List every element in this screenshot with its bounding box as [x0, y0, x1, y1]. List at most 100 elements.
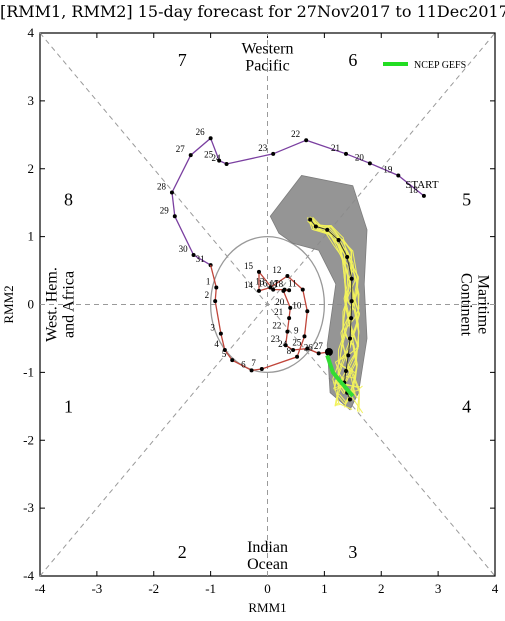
observed-path-red-point — [281, 288, 286, 293]
x-tick-label: 4 — [492, 581, 499, 596]
observed-path-purple-point — [396, 173, 401, 178]
y-tick-label: -4 — [23, 568, 34, 583]
observed-path-purple-point — [367, 161, 372, 166]
region-label-indian-ocean-line: Indian — [247, 539, 288, 556]
observed-path-red-day-label: 22 — [272, 321, 281, 331]
forecast-mean-point — [313, 224, 318, 229]
region-label-west-hem-africa-line: and Africa — [60, 271, 77, 338]
observed-path-red-point — [283, 343, 288, 348]
observed-path-red-point — [285, 273, 290, 278]
region-label-maritime-continent-line: Continent — [458, 273, 475, 337]
observed-path-purple-day-label: 24 — [212, 153, 222, 163]
observed-path-red-day-label: 23 — [271, 334, 281, 344]
observed-path-red-point — [256, 269, 261, 274]
phase-label-3: 3 — [348, 542, 357, 562]
observed-path-red-point — [287, 316, 292, 321]
observed-path-red-day-label: 5 — [222, 349, 227, 359]
observed-final-point — [324, 348, 333, 357]
start-label: START — [405, 179, 439, 191]
observed-path-red-point — [218, 331, 223, 336]
x-tick-label: 1 — [321, 581, 328, 596]
observed-path-red-point — [249, 368, 254, 373]
forecast-mean-point — [349, 276, 354, 281]
observed-path-red-day-label: 6 — [241, 359, 246, 369]
forecast-mean-point — [343, 369, 348, 374]
y-tick-label: 3 — [28, 93, 35, 108]
observed-path-red-point — [230, 358, 235, 363]
unit-circle — [209, 235, 326, 374]
observed-path-red-day-label: 7 — [251, 358, 256, 368]
observed-path-connector — [209, 264, 217, 288]
observed-path-red-point — [213, 299, 218, 304]
observed-path-red-point — [256, 288, 261, 293]
observed-path-purple-day-label: 22 — [291, 129, 300, 139]
observed-path-red-point — [271, 287, 276, 292]
phase-label-1: 1 — [64, 396, 73, 416]
observed-path-red-day-label: 8 — [287, 346, 292, 356]
x-tick-label: -4 — [35, 581, 46, 596]
x-tick-label: -3 — [91, 581, 102, 596]
forecast-mean-point — [349, 316, 354, 321]
ensemble-member-line — [306, 217, 358, 404]
observed-path-red-day-label: 26 — [304, 342, 314, 352]
observed-path-red-day-label: 10 — [292, 300, 302, 310]
forecast-mean-point — [325, 227, 330, 232]
legend-label: NCEP GEFS — [414, 60, 466, 71]
observed-path-red-point — [259, 366, 264, 371]
region-label-maritime-continent-line: Maritime — [475, 275, 492, 335]
x-tick-label: -1 — [205, 581, 216, 596]
observed-path-purple-day-label: 18 — [409, 185, 419, 195]
observed-path-purple-day-label: 30 — [179, 244, 189, 254]
forecast-mean-point — [349, 299, 354, 304]
x-tick-label: -2 — [148, 581, 159, 596]
phase-label-2: 2 — [178, 542, 187, 562]
phase-label-8: 8 — [64, 189, 73, 209]
observed-path-red-point — [300, 287, 305, 292]
observed-path-red-day-label: 4 — [214, 339, 219, 349]
observed-path-red-point — [302, 334, 307, 339]
ncep-gefs-line — [325, 354, 355, 398]
observed-path-red-day-label: 15 — [244, 261, 254, 271]
observed-path-purple-point — [217, 158, 222, 163]
observed-path-purple-point — [304, 138, 309, 143]
observed-path-red-day-label: 21 — [274, 307, 283, 317]
region-label-indian-ocean-line: Ocean — [247, 556, 288, 573]
forecast-mean-point — [336, 238, 341, 243]
forecast-mean-point — [347, 336, 352, 341]
observed-path-purple-point — [271, 151, 276, 156]
observed-path-red-day-label: 3 — [210, 323, 215, 333]
observed-path-purple-point — [208, 136, 213, 141]
observed-path-red-day-label: 13 — [255, 277, 265, 287]
forecast-mean-point — [347, 397, 352, 402]
observed-path-purple-point — [421, 193, 426, 198]
region-label-western-pacific-line: Pacific — [245, 57, 289, 74]
observed-path-purple-point — [191, 252, 196, 257]
observed-path-red-day-label: 2 — [205, 290, 210, 300]
observed-path-purple-point — [343, 151, 348, 156]
observed-path-purple-day-label: 31 — [196, 254, 205, 264]
observed-path-red-point — [287, 288, 292, 293]
x-tick-label: 0 — [264, 581, 271, 596]
y-tick-label: 1 — [28, 229, 35, 244]
observed-path-red-day-label: 20 — [275, 297, 285, 307]
x-axis-label: RMM1 — [248, 600, 286, 615]
forecast-mean-point — [345, 254, 350, 259]
observed-path-red-point — [305, 346, 310, 351]
observed-path-red-day-label: 14 — [244, 280, 254, 290]
observed-path-purple-day-label: 29 — [160, 205, 170, 215]
observed-path-purple-line — [171, 137, 425, 266]
y-tick-label: -1 — [23, 364, 34, 379]
region-label-western-pacific-line: Western — [241, 40, 293, 57]
chart-title: [RMM1, RMM2] 15-day forecast for 27Nov20… — [0, 2, 505, 21]
observed-path-red-point — [295, 354, 300, 359]
y-tick-label: 4 — [28, 25, 35, 40]
observed-path-red-day-label: 12 — [272, 265, 281, 275]
observed-path-purple-point — [188, 153, 193, 158]
phase-label-6: 6 — [348, 50, 357, 70]
phase-label-7: 7 — [178, 50, 187, 70]
observed-path-purple-day-label: 20 — [355, 152, 365, 162]
observed-path-red-day-label: 11 — [288, 279, 297, 289]
